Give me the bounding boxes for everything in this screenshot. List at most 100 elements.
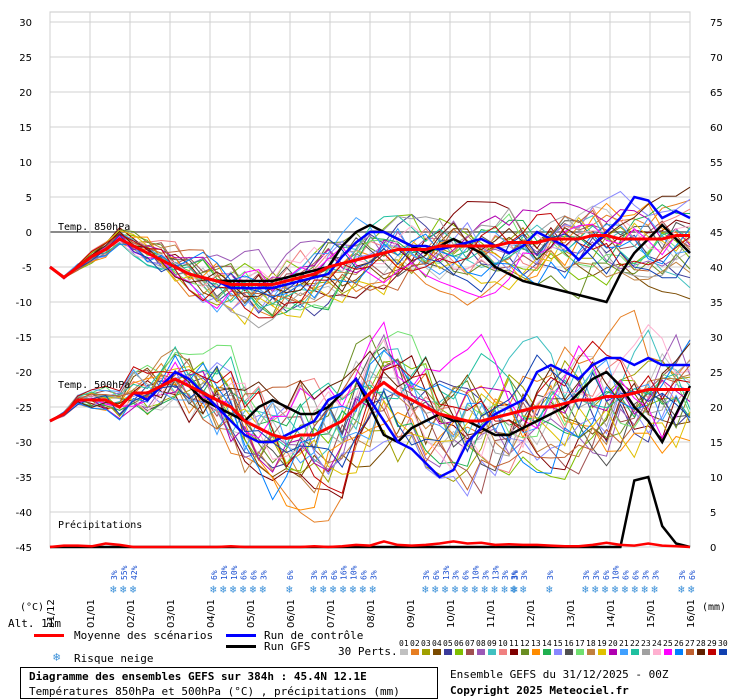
series-850-line xyxy=(49,234,690,286)
y-tick-left: 0 xyxy=(26,228,32,239)
pert-number: 27 xyxy=(685,639,695,648)
snowflake-icon: ❄ xyxy=(53,650,61,664)
snow-flake-mark: ❄ xyxy=(592,583,599,596)
main-series-lines xyxy=(49,195,692,549)
snow-risk-value: 3% xyxy=(511,570,520,580)
pert-color-swatch xyxy=(576,649,584,655)
y-tick-right: 25 xyxy=(710,368,723,379)
snow-flake-mark: ❄ xyxy=(210,583,217,596)
y-tick-right: 30 xyxy=(710,333,723,344)
pert-number: 10 xyxy=(498,639,508,648)
footer-box: Diagramme des ensembles GEFS sur 384h : … xyxy=(20,667,438,699)
pert-color-swatch xyxy=(411,649,419,655)
pert-number: 25 xyxy=(663,639,673,648)
legend-control-swatch xyxy=(226,634,256,637)
x-date-label: 12/01 xyxy=(526,599,537,628)
pert-color-swatch xyxy=(686,649,694,655)
pert-number: 29 xyxy=(707,639,717,648)
series-precip-line xyxy=(49,540,691,549)
pert-color-swatch xyxy=(620,649,628,655)
snow-risk-value: 3% xyxy=(520,570,529,580)
snow-flake-mark: ❄ xyxy=(678,583,685,596)
snow-flake-mark: ❄ xyxy=(472,583,479,596)
pert-line-850 xyxy=(49,190,691,313)
pert-color-swatch xyxy=(587,649,595,655)
snow-risk-value: 3% xyxy=(452,570,461,580)
snow-flake-mark: ❄ xyxy=(641,583,648,596)
pert-line-500 xyxy=(49,364,691,491)
y-tick-right: 65 xyxy=(710,88,723,99)
pert-number: 14 xyxy=(542,639,552,648)
snow-flake-mark: ❄ xyxy=(442,583,449,596)
snow-flake-mark: ❄ xyxy=(240,583,247,596)
snow-risk-value: 3% xyxy=(651,570,660,580)
pert-number: 04 xyxy=(432,639,442,648)
chart-grid xyxy=(49,11,691,548)
y-tick-left: 25 xyxy=(19,53,32,64)
snow-risk-value: 3% xyxy=(582,570,591,580)
pert-color-swatch xyxy=(598,649,606,655)
pert-number: 09 xyxy=(487,639,497,648)
pert-number: 05 xyxy=(443,639,453,648)
pert-color-swatch xyxy=(499,649,507,655)
snow-risk-value: 3% xyxy=(310,570,319,580)
x-date-label: 13/01 xyxy=(566,599,577,628)
x-date-label: 16/01 xyxy=(686,599,697,628)
snow-flake-mark: ❄ xyxy=(511,583,518,596)
pert-number: 06 xyxy=(454,639,464,648)
pert-number: 20 xyxy=(608,639,618,648)
legend-perts-label: 30 Perts. xyxy=(338,645,398,658)
snow-risk-value: 6% xyxy=(240,570,249,580)
pert-color-swatch xyxy=(565,649,573,655)
pert-line-500 xyxy=(49,340,691,494)
y-tick-right: 10 xyxy=(710,473,723,484)
pert-number: 23 xyxy=(641,639,651,648)
snow-risk-value: 3% xyxy=(422,570,431,580)
pert-line-850 xyxy=(49,233,691,299)
snow-flake-mark: ❄ xyxy=(350,583,357,596)
x-date-label: 11/01 xyxy=(486,599,497,628)
x-date-label: 31/12 xyxy=(46,599,57,628)
snow-flake-mark: ❄ xyxy=(501,583,508,596)
y-tick-left: -25 xyxy=(16,403,32,414)
y-tick-left: 20 xyxy=(19,88,32,99)
pert-number: 11 xyxy=(509,639,519,648)
snow-risk-value: 6% xyxy=(432,570,441,580)
x-date-label: 14/01 xyxy=(606,599,617,628)
y-tick-right: 35 xyxy=(710,298,723,309)
pert-number: 03 xyxy=(421,639,431,648)
y-tick-right: 45 xyxy=(710,228,723,239)
snow-flake-mark: ❄ xyxy=(432,583,439,596)
x-date-label: 04/01 xyxy=(206,599,217,628)
pert-color-swatch xyxy=(708,649,716,655)
snow-flake-mark: ❄ xyxy=(651,583,658,596)
pert-color-swatch xyxy=(609,649,617,655)
y-tick-left: -30 xyxy=(16,438,32,449)
pert-line-500 xyxy=(49,352,691,456)
snow-flake-mark: ❄ xyxy=(230,583,237,596)
snow-flake-mark: ❄ xyxy=(462,583,469,596)
pert-number: 17 xyxy=(575,639,585,648)
x-date-label: 15/01 xyxy=(646,599,657,628)
snow-risk-row: 3%❄55%❄42%❄6%❄10%❄10%❄6%❄6%❄3%❄6%❄3%❄3%❄… xyxy=(110,565,697,596)
label-t850: Temp. 850hPa xyxy=(58,222,130,233)
snow-flake-mark: ❄ xyxy=(452,583,459,596)
pert-number: 28 xyxy=(696,639,706,648)
pert-line-500 xyxy=(49,365,691,475)
pert-number: 24 xyxy=(652,639,662,648)
snow-flake-mark: ❄ xyxy=(369,583,376,596)
pert-color-swatch xyxy=(422,649,430,655)
snow-risk-value: 3% xyxy=(510,570,519,580)
pert-number: 02 xyxy=(410,639,420,648)
snow-flake-mark: ❄ xyxy=(582,583,589,596)
y-tick-right: 0 xyxy=(710,543,716,554)
snow-risk-value: 10% xyxy=(612,565,621,580)
y-tick-right: 60 xyxy=(710,123,723,134)
pert-color-swatch xyxy=(543,649,551,655)
snow-risk-value: 3% xyxy=(481,570,490,580)
series-500-line xyxy=(49,356,690,479)
pert-line-850 xyxy=(49,212,691,319)
snow-risk-value: 6% xyxy=(250,570,259,580)
x-date-label: 01/01 xyxy=(86,599,97,628)
x-unit-right: (mm) xyxy=(702,602,726,613)
